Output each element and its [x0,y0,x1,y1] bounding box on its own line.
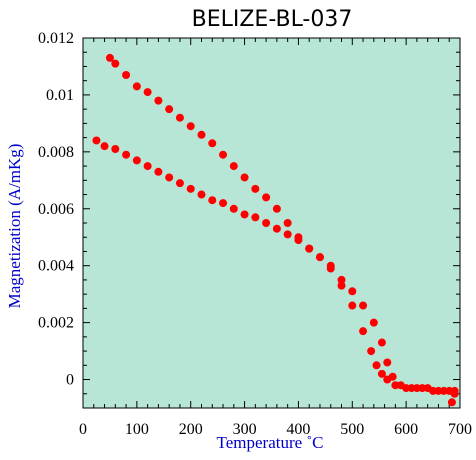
data-point [262,193,271,202]
data-point [262,219,271,227]
data-point [165,173,174,182]
x-tick-label: 300 [233,421,257,438]
data-point [208,139,217,148]
data-point [154,167,163,176]
data-point [367,347,376,356]
data-point [132,82,141,91]
data-point [229,162,238,171]
data-point [407,384,416,393]
data-point [122,71,131,79]
data-point [429,386,438,395]
x-tick-label: 200 [179,421,203,438]
data-point [348,287,357,296]
data-point [447,398,456,407]
data-point [272,204,281,213]
data-point [175,113,184,122]
data-point [208,196,217,205]
x-tick-label: 400 [286,421,310,438]
data-point [315,253,324,262]
data-point [272,224,281,233]
data-point [143,162,152,171]
x-tick-label: 600 [394,421,418,438]
x-axis-label: Temperature ˚C [217,433,324,452]
data-point [294,233,303,242]
data-point [240,173,249,182]
data-point [175,179,184,188]
data-point [197,190,206,199]
data-point [251,184,260,193]
data-point [383,358,392,367]
data-point [111,59,120,68]
y-tick-label: 0 [66,372,74,389]
data-point [326,261,335,270]
x-tick-label: 500 [340,421,364,438]
data-point [396,381,405,390]
data-point [377,369,386,378]
data-point [283,219,292,227]
y-tick-label: 0.012 [38,30,74,47]
data-point [197,130,206,139]
data-point [122,150,131,159]
data-point [251,213,260,222]
x-tick-label: 0 [79,421,87,438]
data-point [186,184,195,193]
data-point [219,199,228,208]
data-point [143,88,152,97]
data-point [92,136,101,145]
data-point [372,361,381,370]
data-points [92,53,459,407]
data-point [229,204,238,213]
y-tick-label: 0.006 [38,201,74,218]
data-point [418,384,427,393]
data-point [283,230,292,239]
data-point [348,301,357,310]
tick-marks [82,37,461,409]
data-point [388,372,397,381]
data-point [154,96,163,105]
data-point [377,338,386,347]
chart-title: BELIZE-BL-037 [192,7,353,32]
y-tick-label: 0.008 [38,144,74,161]
plot-frame [82,37,461,409]
data-point [219,150,228,159]
data-point [337,281,346,290]
data-point [111,145,120,153]
data-point [369,318,378,327]
data-point [305,244,314,253]
data-point [337,275,346,284]
data-point [439,386,448,395]
data-point [132,156,141,165]
data-point [165,105,174,114]
data-point [450,389,459,398]
y-tick-label: 0.002 [38,315,74,332]
plot-area [83,38,460,408]
y-tick-label: 0.01 [46,87,74,104]
data-point [359,327,368,336]
data-point [240,210,249,219]
x-tick-label: 100 [125,421,149,438]
y-axis-label: Magnetization (A/mKg) [5,144,24,309]
data-point [105,53,114,62]
data-point [359,301,368,310]
data-point [100,142,109,151]
data-point [186,122,195,131]
x-tick-label: 700 [448,421,472,438]
y-tick-label: 0.004 [38,258,74,275]
